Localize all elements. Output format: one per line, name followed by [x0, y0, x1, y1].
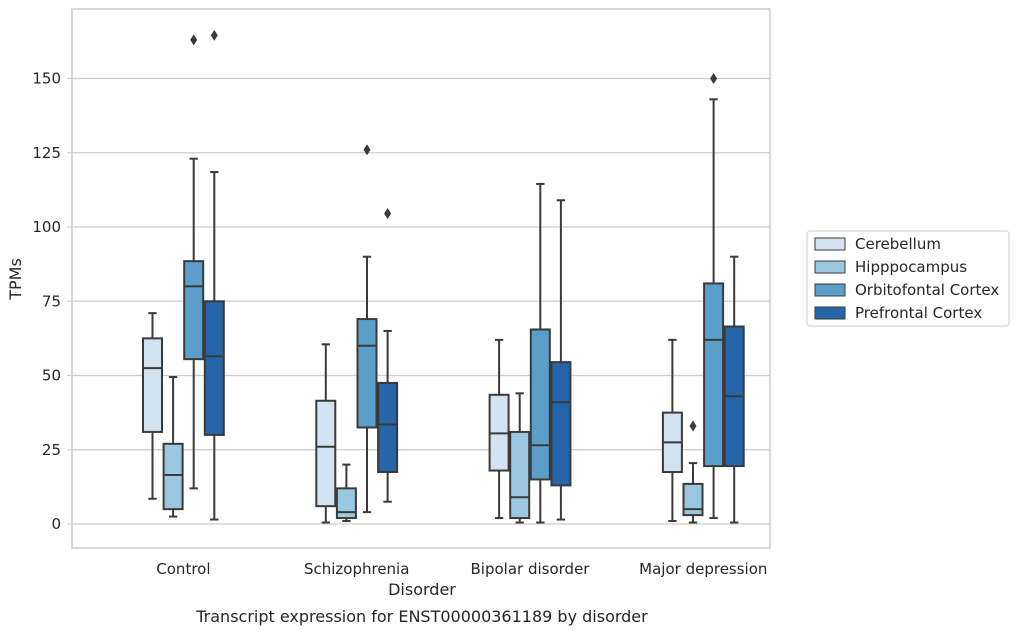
legend-item: Hipppocampus [814, 258, 967, 276]
legend-swatch [814, 306, 846, 320]
box-iqr [142, 337, 163, 433]
y-tick-label: 0 [51, 515, 61, 533]
box-prefrontal-cortex-3 [723, 255, 745, 524]
legend-item: Cerebellum [814, 235, 941, 253]
box-iqr [356, 318, 378, 429]
box-cerebellum-3 [661, 338, 683, 523]
box-orbitofontal-cortex-0 [183, 34, 205, 490]
legend-swatch [814, 237, 846, 251]
y-axis-label: TPMs [6, 258, 25, 301]
box-iqr [509, 430, 531, 520]
box-iqr [183, 260, 205, 361]
box-iqr [703, 282, 725, 468]
plot-area-frame [71, 8, 771, 549]
box-iqr [550, 361, 572, 487]
outlier-point [190, 34, 198, 46]
legend-swatch [814, 283, 846, 297]
box-cerebellum-1 [315, 343, 337, 524]
outlier-point [384, 208, 392, 220]
box-hipppocampus-3 [682, 420, 704, 524]
outlier-point [689, 420, 697, 432]
y-tick-label: 25 [42, 441, 61, 459]
box-iqr [203, 300, 225, 436]
legend-frame [806, 230, 1010, 327]
box-prefrontal-cortex-2 [550, 199, 572, 521]
x-tick-label: Schizophrenia [304, 560, 409, 578]
legend-label: Prefrontal Cortex [855, 304, 982, 322]
legend-item: Orbitofontal Cortex [814, 281, 999, 299]
box-iqr [529, 328, 551, 481]
y-axis-ticks: 0 25 50 75 100 125 150 [32, 70, 72, 533]
outlier-point [210, 29, 218, 41]
box-iqr [377, 381, 399, 474]
y-tick-label: 150 [32, 70, 61, 88]
legend-label: Hipppocampus [855, 258, 967, 276]
legend-swatch [814, 260, 846, 274]
box-prefrontal-cortex-1 [377, 208, 399, 503]
box-hipppocampus-2 [509, 392, 531, 524]
legend-item: Prefrontal Cortex [814, 304, 982, 322]
box-groups [142, 29, 745, 524]
y-tick-label: 75 [42, 292, 61, 310]
outlier-point [710, 73, 718, 84]
box-hipppocampus-0 [162, 375, 184, 518]
y-tick-label: 100 [32, 218, 61, 236]
box-prefrontal-cortex-0 [203, 29, 225, 521]
y-tick-label: 125 [32, 144, 61, 162]
x-tick-label: Bipolar disorder [471, 560, 591, 578]
box-cerebellum-0 [142, 312, 163, 500]
legend: Cerebellum Hipppocampus Orbitofontal Corte… [806, 230, 1010, 327]
legend-label: Cerebellum [855, 235, 941, 253]
x-axis-label: Disorder [388, 580, 456, 599]
x-tick-label: Control [156, 560, 210, 578]
box-hipppocampus-1 [335, 463, 357, 523]
box-orbitofontal-cortex-3 [703, 73, 725, 520]
box-iqr [682, 482, 704, 517]
box-orbitofontal-cortex-2 [529, 182, 551, 524]
x-tick-label: Major depression [639, 560, 767, 578]
outlier-point [363, 144, 371, 156]
y-tick-label: 50 [42, 367, 61, 385]
box-cerebellum-2 [488, 338, 510, 520]
box-iqr [162, 442, 184, 511]
x-axis-ticks: Control Schizophrenia Bipolar disorder Majo… [156, 560, 767, 578]
box-orbitofontal-cortex-1 [356, 144, 378, 514]
box-iqr [315, 399, 337, 508]
legend-label: Orbitofontal Cortex [855, 281, 999, 299]
box-iqr [335, 487, 357, 520]
chart-caption: Transcript expression for ENST0000036118… [195, 607, 648, 626]
